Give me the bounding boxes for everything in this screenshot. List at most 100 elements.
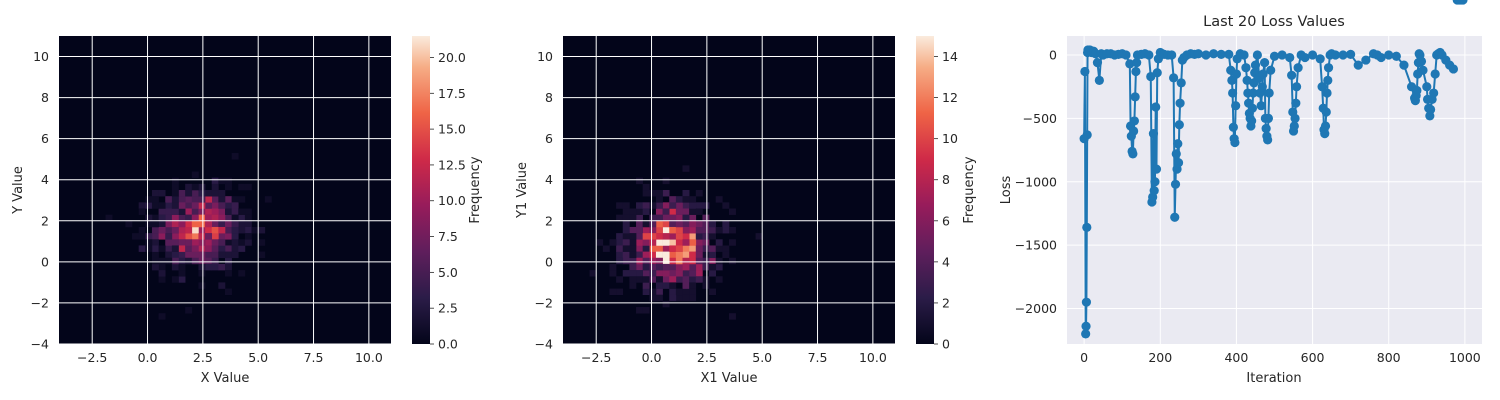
data-point	[1250, 60, 1261, 70]
heatmap-cell	[642, 282, 650, 289]
heatmap-cell	[198, 220, 206, 228]
colorbar-tick-label: 10.0	[438, 193, 466, 208]
heatmap-cell	[649, 245, 657, 252]
heatmap-cell	[655, 288, 663, 296]
data-point	[1429, 88, 1439, 98]
heatmap-cell	[178, 270, 186, 277]
heatmap-cell	[689, 294, 697, 302]
heatmap-cell	[649, 202, 657, 209]
data-point	[1241, 63, 1251, 73]
heatmap-cell	[655, 220, 663, 228]
heatmap-cell	[145, 239, 153, 246]
heatmap-cell	[211, 202, 219, 209]
heatmap-cell	[211, 257, 219, 265]
heatmap-cell	[151, 257, 159, 265]
heatmap-cell	[629, 270, 637, 277]
data-point	[1323, 75, 1333, 85]
heatmap-cell	[178, 251, 186, 259]
heatmap-cell	[709, 270, 717, 277]
y-tick-label: 4	[41, 172, 49, 187]
heatmap-cell	[642, 263, 650, 271]
data-point	[1231, 101, 1241, 111]
heatmap-cell	[715, 263, 723, 271]
heatmap-cell	[158, 220, 166, 228]
heatmap-cell	[662, 233, 670, 240]
data-point	[1307, 50, 1318, 60]
heatmap-cell	[629, 208, 637, 215]
data-point	[1315, 54, 1325, 64]
data-point	[1171, 149, 1181, 159]
data-point	[1322, 88, 1332, 98]
heatmap-cell	[642, 220, 650, 228]
heatmap-cell	[629, 276, 637, 283]
heatmap-cell	[609, 263, 617, 271]
heatmap-cell	[709, 226, 717, 234]
heatmap-cell	[642, 270, 650, 277]
heatmap-cell	[669, 196, 677, 203]
heatmap-cell	[198, 239, 206, 246]
heatmap-cell	[649, 288, 657, 296]
heatmap-cell	[211, 183, 219, 191]
data-point	[1320, 121, 1331, 131]
heatmap-cell	[205, 190, 213, 197]
heatmap-cell	[682, 239, 690, 246]
heatmap-cell	[616, 276, 624, 283]
heatmap-cell	[636, 270, 643, 277]
heatmap-cell	[198, 263, 206, 271]
heatmap-cell	[662, 190, 670, 197]
heatmap-cell	[689, 288, 697, 296]
heatmap-cell	[218, 226, 226, 234]
heatmap-cell	[669, 214, 677, 222]
data-point	[1263, 113, 1274, 123]
y-tick-label: 8	[545, 90, 553, 105]
heatmap-cell	[689, 214, 697, 222]
heatmap-cell	[185, 239, 193, 246]
y-tick-label: −2	[535, 295, 553, 310]
heatmap-cell	[589, 270, 597, 277]
heatmap-cell	[655, 245, 663, 252]
heatmap-cell	[158, 257, 166, 265]
heatmap-cell	[198, 251, 206, 259]
heatmap-cell	[231, 208, 239, 215]
heatmap-cell	[675, 208, 683, 215]
heatmap-cell	[709, 220, 717, 228]
data-point	[1224, 49, 1234, 59]
data-point	[1263, 135, 1273, 145]
heatmap-cell	[151, 190, 159, 197]
heatmap-cell	[616, 257, 624, 265]
colorbar-tick-label: 4	[942, 254, 950, 269]
heatmap-cell	[218, 245, 226, 252]
heatmap-cell	[702, 257, 710, 265]
heatmap-cell	[138, 226, 146, 234]
heatmap-cell	[695, 251, 703, 259]
heatmap-cell	[722, 220, 730, 228]
heatmap-cell	[655, 257, 663, 265]
heatmap-cell	[205, 208, 213, 215]
heatmap-cell	[662, 226, 670, 234]
heatmap-cell	[629, 282, 637, 289]
heatmap-cell	[636, 202, 643, 209]
heatmap-cell	[225, 233, 232, 240]
heatmap-cell	[231, 202, 239, 209]
heatmap-cell	[709, 251, 717, 259]
heatmap-cell	[682, 202, 690, 209]
data-point	[1285, 52, 1295, 63]
x-tick-label: 2.5	[697, 350, 717, 365]
heatmap-cell	[662, 300, 670, 308]
heatmap-cell	[238, 183, 246, 191]
heatmap-cell	[649, 226, 657, 234]
heatmap-cell	[151, 226, 159, 234]
data-point	[1330, 50, 1341, 60]
data-point	[1193, 49, 1203, 59]
heatmap-cell	[662, 177, 670, 185]
heatmap-cell	[689, 245, 697, 252]
heatmap-1-colorbar: 0.0 2.5 5.0 7.5 10.0 12.5 15.0 17.5 20.0 Frequen…	[412, 36, 483, 352]
heatmap-cell	[185, 226, 193, 234]
heatmap-cell	[596, 239, 604, 246]
heatmap-cell	[702, 220, 710, 228]
heatmap-cell	[642, 208, 650, 215]
heatmap-cell	[702, 263, 710, 271]
heatmap-cell	[145, 245, 153, 252]
heatmap-cell	[675, 257, 683, 265]
